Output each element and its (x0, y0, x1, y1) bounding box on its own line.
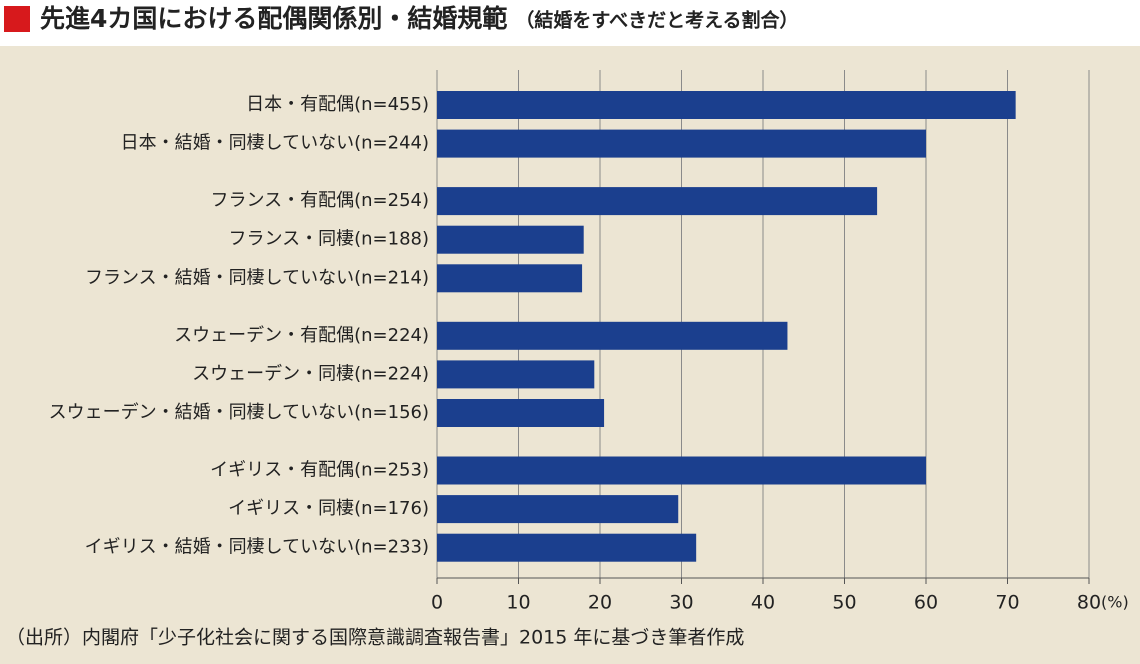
y-tick-label: スウェーデン・有配偶(n=224) (174, 325, 429, 346)
bar (437, 129, 926, 158)
title-marker (4, 6, 30, 32)
x-tick-label: 60 (914, 592, 938, 614)
x-tick-label: 80 (1077, 592, 1101, 614)
x-tick-label: 40 (751, 592, 775, 614)
bar (437, 495, 679, 524)
y-tick-label: フランス・同棲(n=188) (228, 229, 429, 250)
bar (437, 533, 697, 562)
title-band (0, 0, 1140, 46)
x-tick-label: 30 (669, 592, 693, 614)
chart-subtitle: （結婚をすべきだと考える割合） (515, 9, 798, 32)
y-tick-label: フランス・有配偶(n=254) (210, 190, 429, 211)
source-note: （出所）内閣府「少子化社会に関する国際意識調査報告書」2015 年に基づき筆者作… (6, 627, 744, 649)
bar (437, 399, 605, 427)
y-tick-label: イギリス・同棲(n=176) (228, 498, 429, 519)
bar (437, 225, 584, 254)
y-tick-label: イギリス・結婚・同棲していない(n=233) (85, 537, 429, 558)
x-tick-label: 20 (588, 592, 612, 614)
bar (437, 264, 583, 293)
x-tick-label: 10 (506, 592, 530, 614)
y-tick-label: フランス・結婚・同棲していない(n=214) (85, 267, 429, 288)
x-tick-label: 50 (832, 592, 856, 614)
bar (437, 360, 595, 389)
y-tick-label: 日本・結婚・同棲していない(n=244) (121, 133, 429, 154)
x-tick-label: 70 (995, 592, 1019, 614)
bar (437, 91, 1016, 119)
y-tick-label: 日本・有配偶(n=455) (246, 94, 429, 115)
x-tick-label: 0 (431, 592, 443, 614)
y-tick-label: スウェーデン・結婚・同棲していない(n=156) (49, 402, 429, 423)
y-tick-label: スウェーデン・同棲(n=224) (192, 363, 429, 384)
y-tick-label: イギリス・有配偶(n=253) (210, 460, 429, 481)
bar (437, 321, 788, 350)
chart-title: 先進4カ国における配偶関係別・結婚規範 (40, 4, 507, 33)
unit-label: (%) (1101, 593, 1129, 612)
bar (437, 187, 878, 216)
bar (437, 456, 926, 485)
